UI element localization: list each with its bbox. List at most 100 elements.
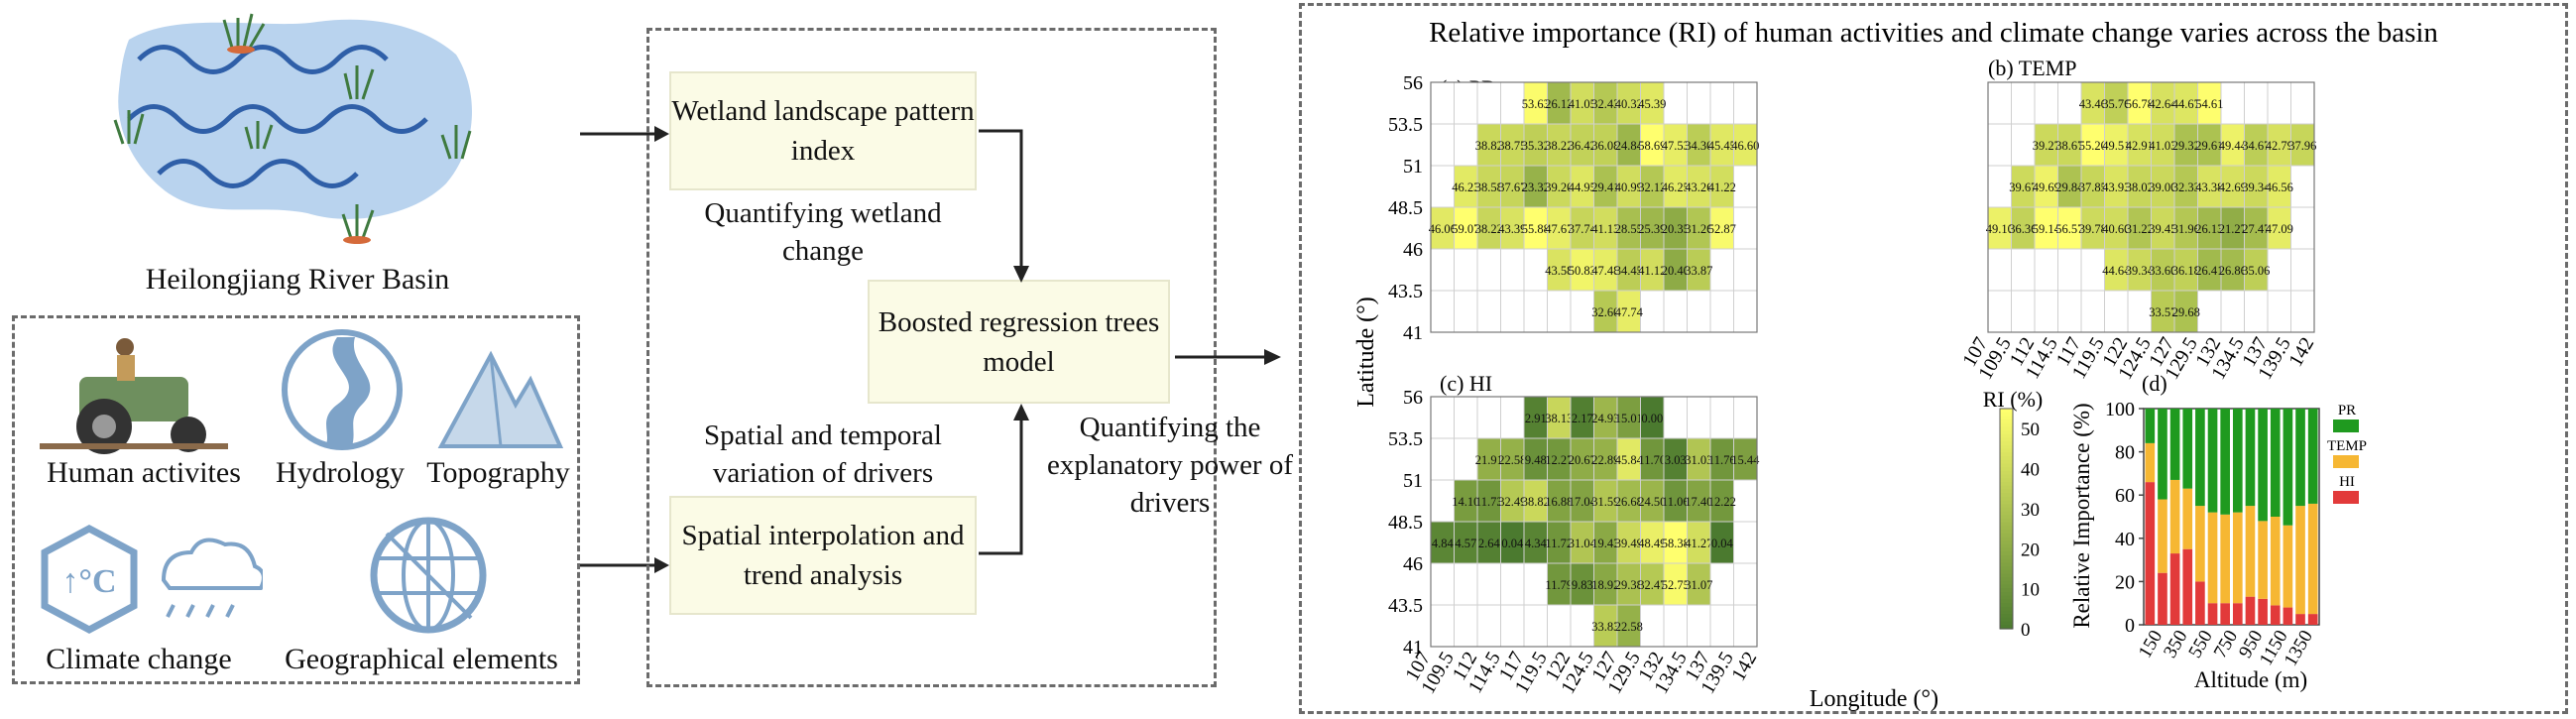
heatmap-cell-value: 31.22 <box>2126 222 2154 236</box>
heatmap-grid-cell <box>1454 123 1478 167</box>
legend-swatch <box>2333 419 2359 432</box>
heatmap-cell-value: 17.04 <box>1569 495 1597 509</box>
heatmap-grid-cell <box>1454 396 1478 439</box>
heatmap-grid-cell <box>1476 396 1501 439</box>
heatmap-cell-value: 59.14 <box>2033 222 2061 236</box>
heatmap-grid-cell <box>2011 123 2036 167</box>
heatmap-grid-cell <box>2057 290 2082 333</box>
bar-pr <box>2158 409 2167 500</box>
bar-temp <box>2145 442 2156 483</box>
bar-temp <box>2220 514 2230 604</box>
latitude-tick-label: 48.5 <box>1388 197 1423 219</box>
svg-text:↑°C: ↑°C <box>61 563 116 600</box>
heatmap-grid-cell <box>2011 290 2036 333</box>
bar-pr <box>2270 409 2281 517</box>
bar-hi <box>2270 605 2281 625</box>
longitude-axis-label: Longitude (°) <box>1810 686 1938 712</box>
factor-label-climate: Climate change <box>46 643 232 675</box>
plant-icon <box>113 13 472 239</box>
bar-hi <box>2245 596 2256 625</box>
heatmap-grid-cell <box>1987 248 2012 292</box>
latitude-tick-label: 56 <box>1403 387 1423 409</box>
bar-pr <box>2245 409 2256 507</box>
heatmap-cell-value: 11.76 <box>1708 453 1736 467</box>
colorbar-segment <box>2000 617 2013 623</box>
heatmap-grid-cell <box>1709 562 1734 606</box>
bar-temp <box>2295 506 2305 615</box>
latitude-tick-label: 46 <box>1403 239 1423 261</box>
heatmap-grid-cell <box>1987 123 2012 167</box>
heatmap-grid-cell <box>1733 248 1758 292</box>
importance-tick-label: 60 <box>2115 485 2135 507</box>
heatmap-grid-cell <box>1709 290 1734 333</box>
heatmap-grid-cell <box>1640 604 1665 648</box>
heatmap-cell-value: 38.22 <box>1545 139 1573 153</box>
latitude-tick-label: 51 <box>1403 470 1423 492</box>
heatmap-cell-value: 56.57 <box>2055 222 2083 236</box>
heatmap-grid-cell <box>1523 604 1548 648</box>
heatmap-cell-value: 22.89 <box>1591 453 1619 467</box>
heatmap-cell-value: 4.34 <box>1525 537 1548 550</box>
altitude-tick-label: 750 <box>2210 627 2242 661</box>
colorbar-tick-label: 40 <box>2021 460 2040 481</box>
heatmap-cell-value: 25.39 <box>1638 222 1666 236</box>
heatmap-cell-value: 15.44 <box>1731 453 1760 467</box>
heatmap-cell-value: 44.64 <box>2102 264 2131 278</box>
bar-hi <box>2207 603 2218 625</box>
latitude-tick-label: 53.5 <box>1388 428 1423 450</box>
heatmap-cell-value: 44.95 <box>1569 180 1596 194</box>
colorbar-segment <box>2000 566 2013 571</box>
latitude-tick-label: 41 <box>1403 322 1423 344</box>
heatmap-grid-cell <box>1687 290 1711 333</box>
heatmap-cell-value: 33.83 <box>1591 620 1619 634</box>
heatmap-cell-value: 43.39 <box>1498 222 1526 236</box>
heatmap-grid-cell <box>2011 248 2036 292</box>
heatmap-cell-value: 38.75 <box>1498 139 1526 153</box>
heatmap-cell-value: 26.13 <box>2195 222 2223 236</box>
heatmap-cell-value: 47.67 <box>1545 222 1573 236</box>
heatmap-cell-value: 38.22 <box>1475 222 1503 236</box>
heatmap-cell-value: 36.18 <box>2172 264 2200 278</box>
bar-hi <box>2283 607 2293 625</box>
heatmap-grid-cell <box>1733 604 1758 648</box>
colorbar-segment <box>2000 511 2013 516</box>
heatmap-cell-value: 43.58 <box>1545 264 1573 278</box>
heatmap-cell-value: 49.51 <box>2102 139 2130 153</box>
colorbar-segment <box>2000 448 2013 453</box>
colorbar-tick-label: 10 <box>2021 580 2040 601</box>
colorbar-segment <box>2000 409 2013 414</box>
bar-pr <box>2207 409 2218 513</box>
heatmap-grid-cell <box>1500 81 1525 125</box>
colorbar-segment <box>2000 621 2013 626</box>
heatmap-grid-cell <box>2267 81 2291 125</box>
bar-pr <box>2195 409 2205 507</box>
heatmap-cell-value: 33.57 <box>2149 305 2176 319</box>
heatmap-grid-cell <box>2057 248 2082 292</box>
colorbar-tick-label: 20 <box>2021 539 2040 560</box>
heatmap-grid-cell <box>1500 248 1525 292</box>
latitude-tick-label: 53.5 <box>1388 114 1423 136</box>
altitude-tick-label: 550 <box>2184 627 2216 661</box>
heatmap-cell-value: 31.04 <box>1569 537 1597 550</box>
panel-label-b: (b) TEMP <box>1988 56 2076 80</box>
altitude-axis-label: Altitude (m) <box>2194 667 2307 692</box>
heatmap-grid-cell <box>2290 206 2315 250</box>
heatmap-grid-cell <box>1733 562 1758 606</box>
colorbar-segment <box>2000 507 2013 513</box>
colorbar-segment <box>2000 478 2013 483</box>
bar-hi <box>2169 553 2180 625</box>
results-panel <box>1299 3 2568 714</box>
heatmap-grid-cell <box>1430 562 1455 606</box>
heatmap-cell-value: 42.79 <box>2266 139 2293 153</box>
heatmap-cell-value: 49.10 <box>1986 222 2014 236</box>
bar-hi <box>2295 614 2305 625</box>
bar-temp <box>2283 525 2293 608</box>
colorbar-segment <box>2000 485 2013 490</box>
bar-pr <box>2295 409 2305 507</box>
heatmap-cell-value: 40.32 <box>1615 97 1643 111</box>
altitude-tick-label: 150 <box>2135 627 2166 661</box>
heatmap-cell-value: 26.68 <box>1615 495 1643 509</box>
heatmap-cell-value: 0.04 <box>1501 537 1524 550</box>
factor-label-topography: Topography <box>426 456 570 489</box>
heatmap-cell-value: 28.55 <box>1615 222 1643 236</box>
